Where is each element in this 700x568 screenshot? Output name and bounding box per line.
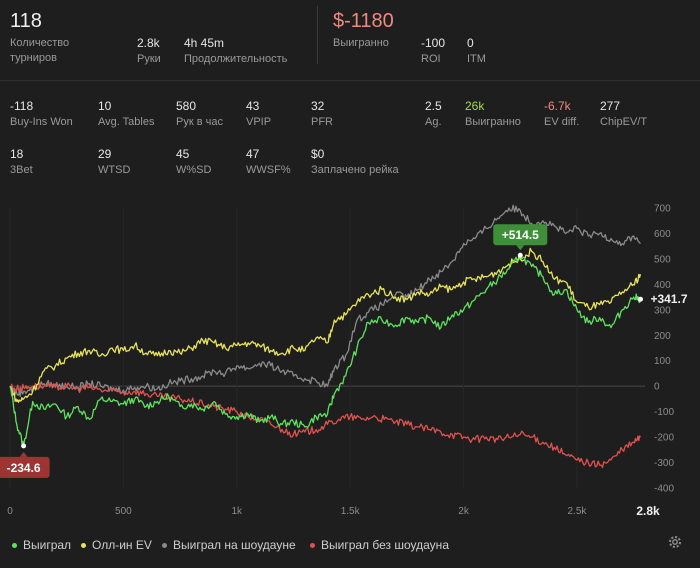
itm-value: 0 <box>467 36 474 50</box>
duration-value: 4h 45m <box>184 36 225 50</box>
summary-divider <box>317 6 318 64</box>
end-point-marker <box>637 296 643 302</box>
series-line-allin_ev <box>9 247 642 403</box>
legend-showdown[interactable]: Выиграл на шоудауне <box>162 538 296 552</box>
tournaments-count: 118 <box>10 10 42 32</box>
bankroll-chart[interactable]: 700 600 500 400 300 200 100 0 -100 -200 -300 -400 0 5… <box>0 195 700 525</box>
series-line-showdown <box>9 204 641 397</box>
legend-dot-icon <box>12 542 17 548</box>
stat-label: W%SD <box>176 164 212 176</box>
legend-allin-ev[interactable]: Олл-ин EV <box>81 538 152 552</box>
section-divider <box>0 80 700 81</box>
legend-label: Выиграл без шоудауна <box>321 538 449 552</box>
stat-value: 32 <box>311 99 325 113</box>
stat-value: 10 <box>98 99 112 113</box>
stat-value: 26k <box>465 99 485 113</box>
y-tick-label: -300 <box>654 458 674 469</box>
winnings-label: Выигранно <box>333 37 389 49</box>
max-badge-pointer <box>516 245 525 251</box>
gear-icon[interactable] <box>667 534 683 550</box>
stat-label: Ag. <box>425 116 442 128</box>
stat-label: WTSD <box>98 164 131 176</box>
y-tick-label: 600 <box>654 229 671 240</box>
hands-value: 2.8k <box>137 36 160 50</box>
stat-label: Заплачено рейка <box>311 164 399 176</box>
stat-value: 29 <box>98 147 112 161</box>
y-tick-label: 200 <box>654 331 671 342</box>
min-badge-pointer <box>19 451 28 457</box>
x-tick-label: 2k <box>458 506 470 517</box>
stat-label: Выигранно <box>465 116 521 128</box>
stat-label: VPIP <box>246 116 272 128</box>
stat-value: 277 <box>600 99 621 113</box>
min-point-marker <box>21 443 27 449</box>
legend-dot-icon <box>162 542 167 548</box>
stat-value: 45 <box>176 147 190 161</box>
stat-value: $0 <box>311 147 325 161</box>
stat-label: Рук в час <box>176 116 223 128</box>
roi-label: ROI <box>421 53 441 65</box>
series-line-won <box>9 254 642 447</box>
legend-label: Выиграл на шоудауне <box>173 538 296 552</box>
series-line-non_showdown <box>9 382 642 468</box>
legend-label: Олл-ин EV <box>92 538 152 552</box>
y-tick-label: -100 <box>654 407 674 418</box>
itm-label: ITM <box>467 53 486 65</box>
x-tick-label: 2.5k <box>568 506 588 517</box>
roi-value: -100 <box>421 36 446 50</box>
min-annotation: -234.6 <box>7 461 41 475</box>
y-tick-label: 100 <box>654 356 671 367</box>
stat-label: ChipEV/T <box>600 116 648 128</box>
winnings-value: $-1180 <box>333 10 394 32</box>
stat-value: 580 <box>176 99 197 113</box>
stat-value: 2.5 <box>425 99 442 113</box>
legend-non-showdown[interactable]: Выиграл без шоудауна <box>310 538 449 552</box>
end-annotation: +341.7 <box>650 292 687 306</box>
legend-dot-icon <box>81 542 86 548</box>
y-tick-label: 0 <box>654 382 660 393</box>
x-tick-label: 1.5k <box>341 506 361 517</box>
y-tick-label: -400 <box>654 484 674 495</box>
max-badge <box>493 224 548 246</box>
stat-label: PFR <box>311 116 333 128</box>
x-tick-label: 500 <box>115 506 132 517</box>
legend-label: Выиграл <box>23 538 72 552</box>
stat-label: 3Bet <box>10 164 33 176</box>
x-tick-label: 1k <box>232 506 244 517</box>
stat-label: WWSF% <box>246 164 291 176</box>
y-tick-label: 300 <box>654 305 671 316</box>
x-max-label: 2.8k <box>636 504 660 518</box>
legend-won[interactable]: Выиграл <box>12 538 71 552</box>
stat-label: Avg. Tables <box>98 116 155 128</box>
y-tick-label: 700 <box>654 204 671 215</box>
stat-label: Buy-Ins Won <box>10 116 73 128</box>
x-tick-label: 0 <box>7 506 13 517</box>
stat-value: 43 <box>246 99 260 113</box>
stat-value: -118 <box>10 99 34 113</box>
stat-label: EV diff. <box>544 116 580 128</box>
y-tick-label: 400 <box>654 280 671 291</box>
y-tick-label: -200 <box>654 433 674 444</box>
stat-value: 18 <box>10 147 24 161</box>
legend-dot-icon <box>310 542 315 548</box>
hands-label: Руки <box>137 53 161 65</box>
stat-value: -6.7k <box>544 99 571 113</box>
y-tick-label: 500 <box>654 254 671 265</box>
stat-value: 47 <box>246 147 260 161</box>
tournaments-label: Количество турниров <box>10 37 70 64</box>
max-annotation: +514.5 <box>502 228 539 242</box>
min-badge <box>0 456 50 478</box>
duration-label: Продолжительность <box>184 53 288 65</box>
max-point-marker <box>517 252 523 258</box>
